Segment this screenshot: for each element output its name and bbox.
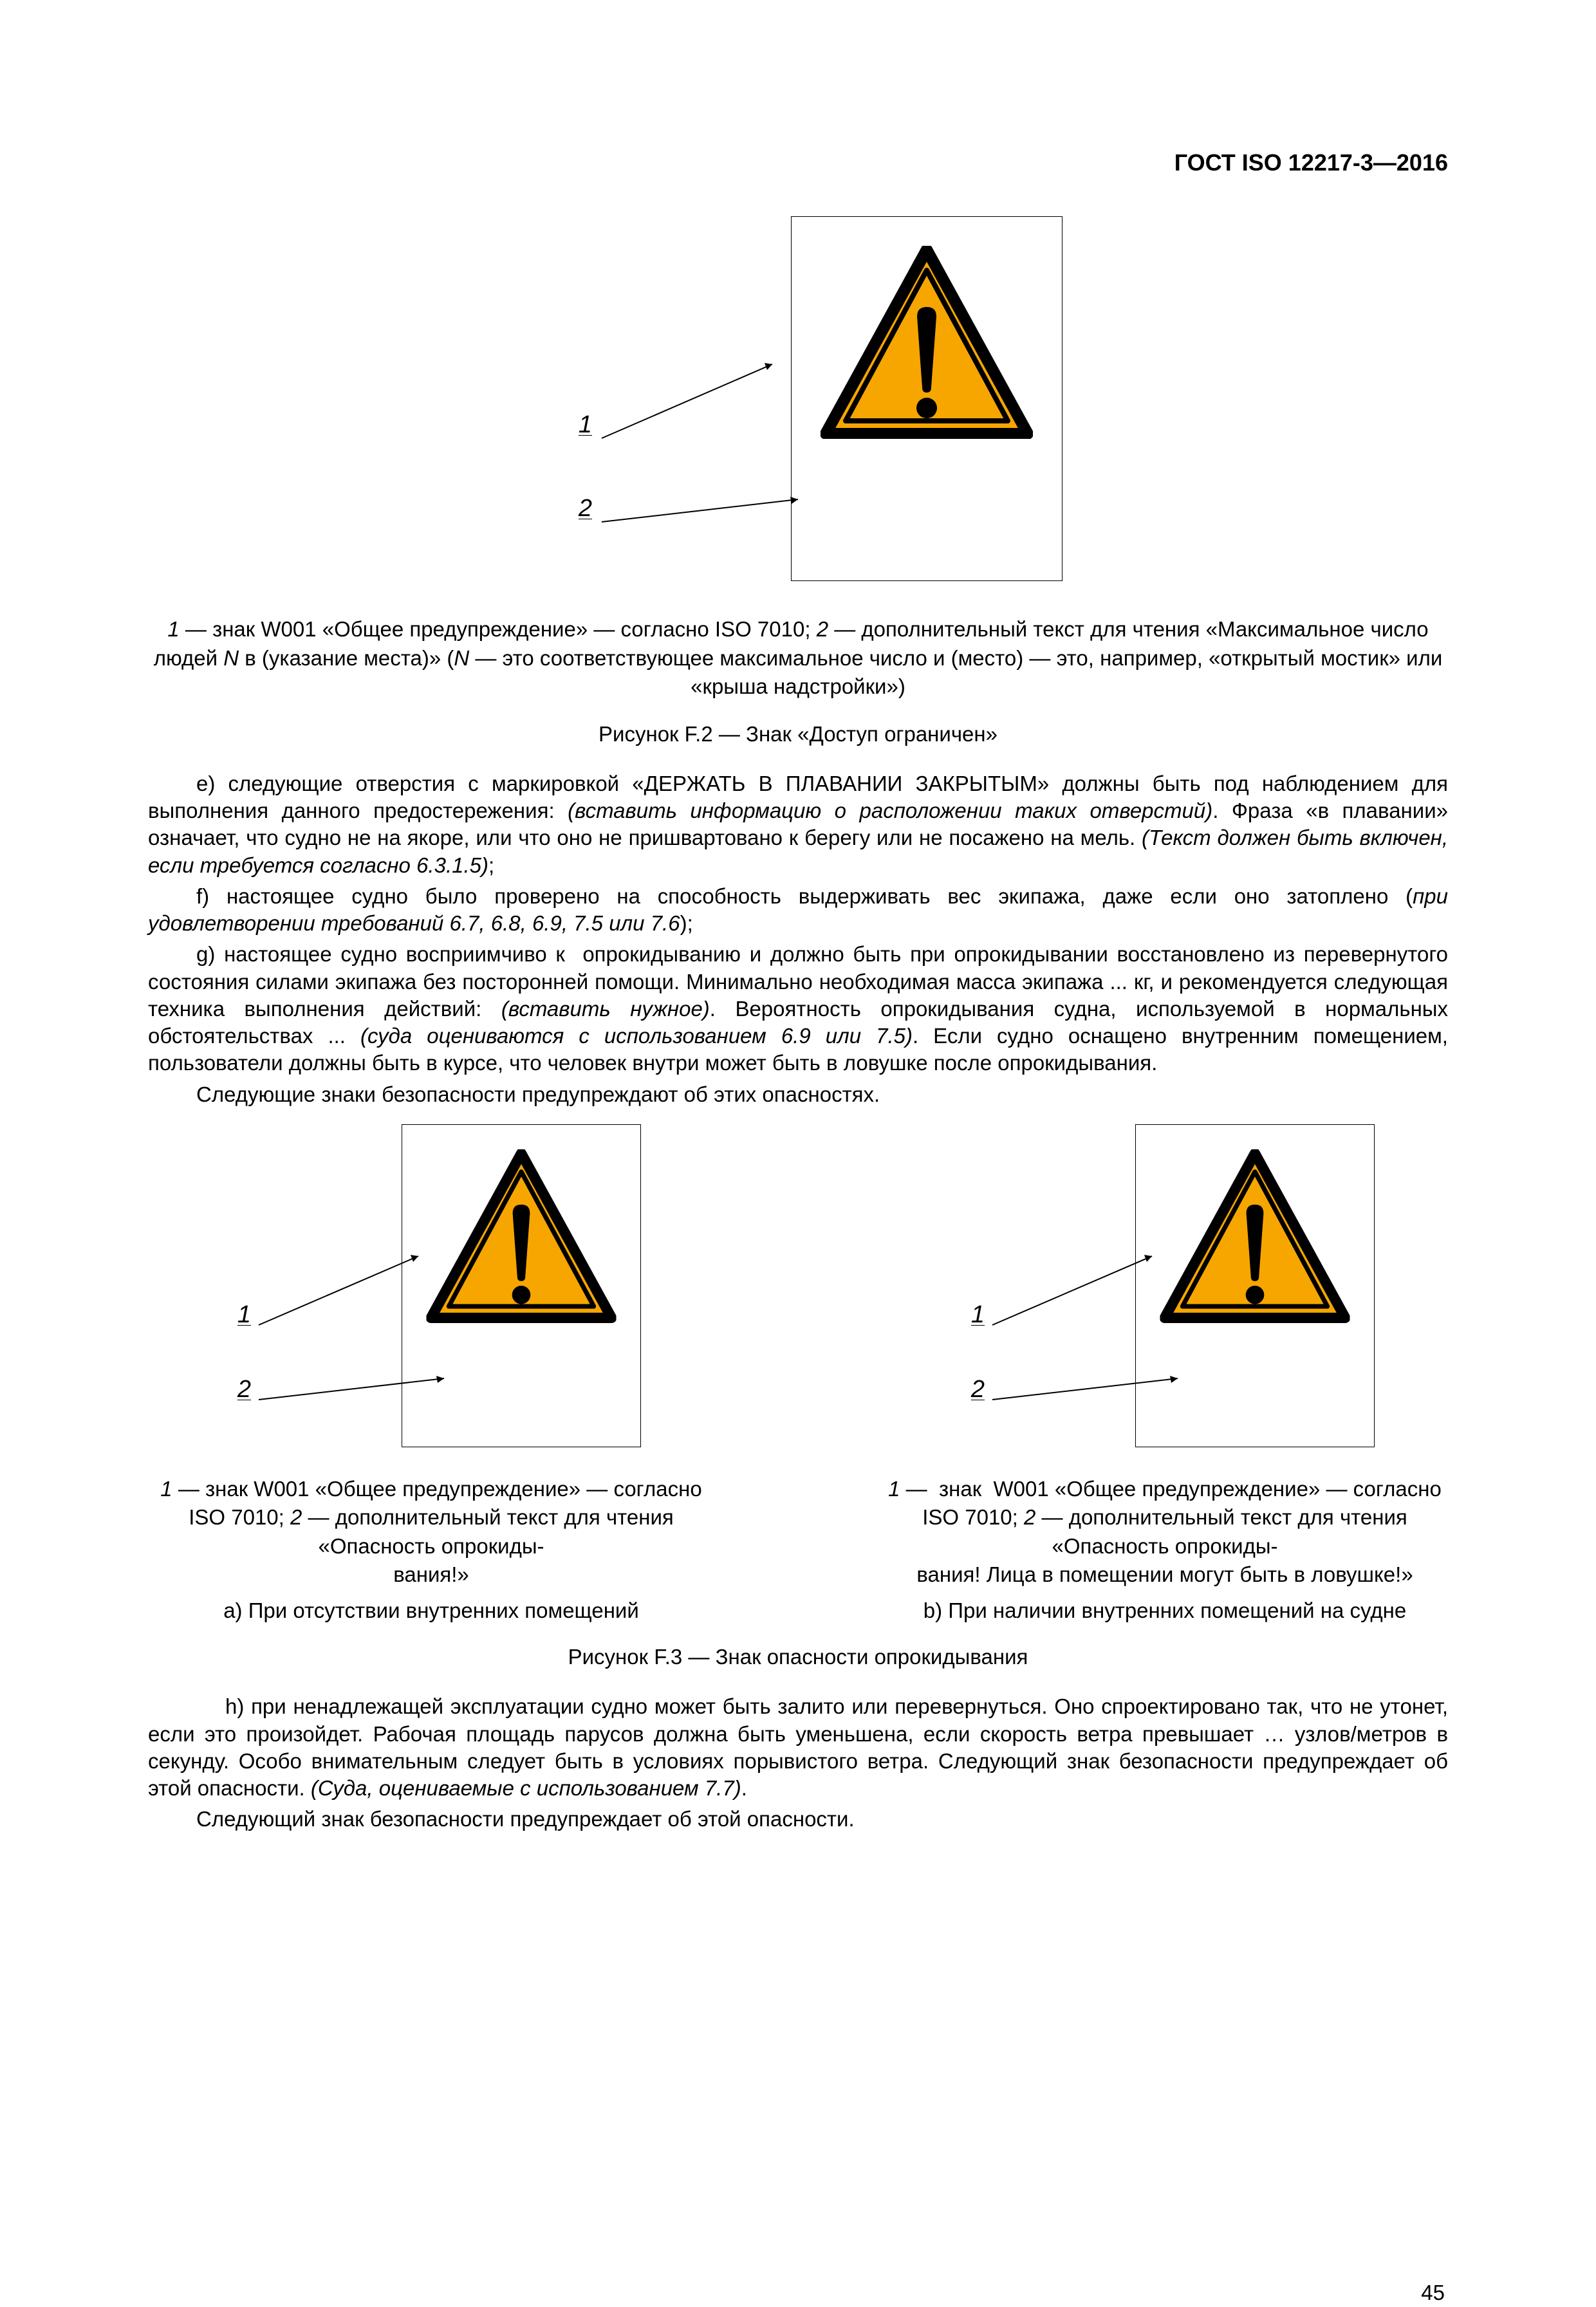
figure-f2-leader-label-2: 2 xyxy=(553,493,592,524)
figure-f3b-subcaption: b) При наличии внутренних помещений на с… xyxy=(882,1597,1448,1624)
figure-f3b-leader-label-2: 2 xyxy=(949,1374,985,1405)
figure-f3-panel-b: 1 2 1 — знак W001 «Общее предупреждение»… xyxy=(882,1124,1448,1624)
figure-f2-leader-label-1: 1 xyxy=(553,409,592,441)
figure-f2-container: 1 2 xyxy=(148,216,1448,596)
figure-f3-panel-a: 1 2 1 — знак W001 «Общее предупреждение»… xyxy=(148,1124,714,1624)
figure-f2-sign-box xyxy=(791,216,1062,581)
figure-f3a-leader-label-2: 2 xyxy=(216,1374,251,1405)
warning-sign-icon xyxy=(821,246,1033,439)
figure-f3a-legend: 1 — знак W001 «Общее предупреждение» — с… xyxy=(148,1475,714,1589)
paragraph-h: h) при ненадлежащей эксплуатации судно м… xyxy=(148,1693,1448,1802)
figure-f3-container: 1 2 1 — знак W001 «Общее предупреждение»… xyxy=(148,1124,1448,1624)
figure-f3-caption: Рисунок F.3 — Знак опасности опрокидыван… xyxy=(148,1644,1448,1671)
figure-f3b-leader-label-1: 1 xyxy=(949,1299,985,1331)
figure-f3a-leader-label-1: 1 xyxy=(216,1299,251,1331)
figure-f3a-subcaption: a) При отсутствии внутренних помещений xyxy=(148,1597,714,1624)
paragraph-h-tail: Следующий знак безопасности предупреждае… xyxy=(148,1806,1448,1833)
page-header-standard: ГОСТ ISO 12217-3—2016 xyxy=(148,148,1448,178)
paragraph-f: f) настоящее судно было проверено на спо… xyxy=(148,883,1448,937)
figure-f2-legend: 1 — знак W001 «Общее предупреждение» — с… xyxy=(148,615,1448,701)
paragraph-e: e) следующие отверстия с маркировкой «ДЕ… xyxy=(148,770,1448,879)
warning-sign-icon xyxy=(427,1149,617,1323)
page-number: 45 xyxy=(1421,2279,1445,2306)
figure-f3b-sign-box xyxy=(1135,1124,1375,1447)
figure-f2-caption: Рисунок F.2 — Знак «Доступ ограничен» xyxy=(148,721,1448,748)
warning-sign-icon xyxy=(1160,1149,1350,1323)
paragraph-g-tail: Следующие знаки безопасности предупрежда… xyxy=(148,1081,1448,1108)
figure-f3a-sign-box xyxy=(402,1124,641,1447)
paragraph-g: g) настоящее судно восприимчиво к опроки… xyxy=(148,941,1448,1077)
figure-f3b-legend: 1 — знак W001 «Общее предупреждение» — с… xyxy=(882,1475,1448,1589)
